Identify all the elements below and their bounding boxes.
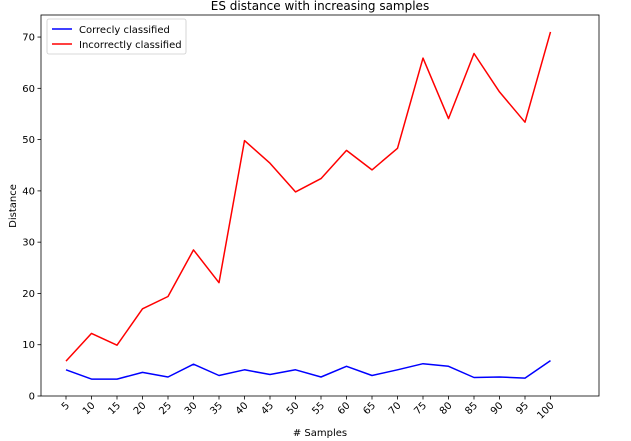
y-tick-label-70: 70: [22, 33, 35, 44]
x-tick-label-70: 70: [387, 400, 404, 417]
x-tick-label-95: 95: [514, 400, 531, 417]
legend-label-correctly-classified: Correcly classified: [79, 25, 170, 36]
series-line-correctly-classified: [65, 359, 551, 380]
x-axis-label: # Samples: [293, 428, 347, 439]
x-tick-label-15: 15: [106, 400, 123, 417]
x-tick-label-75: 75: [412, 400, 429, 417]
x-tick-label-25: 25: [157, 400, 174, 417]
x-tick-label-90: 90: [489, 400, 506, 417]
x-tick-label-10: 10: [81, 400, 98, 417]
x-tick-label-20: 20: [132, 400, 149, 417]
x-tick-label-65: 65: [361, 400, 378, 417]
x-tick-label-5: 5: [60, 400, 72, 412]
y-tick-label-40: 40: [22, 186, 35, 197]
legend-label-incorrectly-classified: Incorrectly classified: [79, 40, 182, 51]
x-tick-label-50: 50: [285, 400, 302, 417]
x-tick-label-80: 80: [438, 400, 455, 417]
plot-area: [40, 14, 600, 397]
y-axis-ticks: 0 10 20 30 40 50 60 70: [22, 33, 41, 403]
y-tick-label-20: 20: [22, 289, 35, 300]
y-tick-label-0: 0: [29, 392, 35, 403]
y-tick-label-10: 10: [22, 340, 35, 351]
y-tick-label-30: 30: [22, 238, 35, 249]
y-tick-label-50: 50: [22, 135, 35, 146]
x-tick-label-40: 40: [234, 400, 251, 417]
x-tick-label-60: 60: [336, 400, 353, 417]
y-tick-label-60: 60: [22, 84, 35, 95]
series-layer: [65, 31, 552, 380]
x-tick-label-35: 35: [208, 400, 225, 417]
x-axis-ticks: 5 10 15 20 25 30 35 40 45 50 55 60 65 70 75 80 85 90 95 100: [60, 396, 557, 422]
x-tick-label-55: 55: [310, 400, 327, 417]
series-line-incorrectly-classified: [65, 31, 552, 362]
plot-frame: [40, 14, 600, 397]
x-tick-label-45: 45: [259, 400, 276, 417]
chart-title: ES distance with increasing samples: [211, 0, 429, 13]
x-tick-label-30: 30: [183, 400, 200, 417]
legend-box: [46, 18, 187, 55]
legend: Correcly classified Incorrectly classifi…: [46, 18, 187, 55]
y-axis-label: Distance: [8, 184, 19, 228]
x-tick-label-85: 85: [463, 400, 480, 417]
x-tick-label-100: 100: [535, 400, 556, 421]
